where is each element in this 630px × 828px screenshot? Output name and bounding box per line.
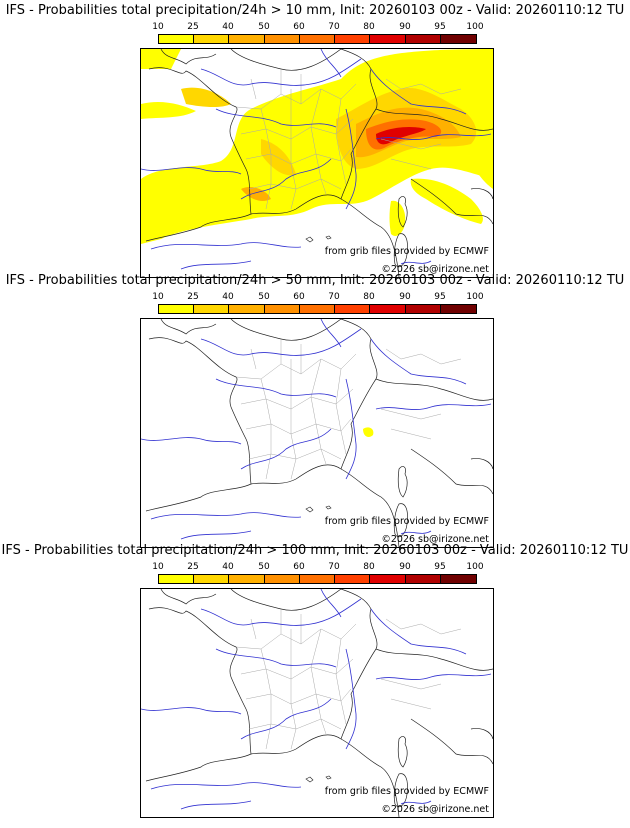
tick-label: 40	[222, 22, 234, 32]
colorbar-segment	[194, 305, 229, 313]
copyright-credit: ©2026 sb@irizone.net	[381, 264, 489, 275]
map-svg	[141, 319, 493, 547]
colorbar-segment	[159, 575, 194, 583]
tick-label: 40	[222, 292, 234, 302]
tick-label: 40	[222, 562, 234, 572]
map-panel-10mm: IFS - Probabilities total precipitation/…	[0, 0, 630, 278]
tick-label: 25	[187, 22, 199, 32]
colorbar-segment	[300, 575, 335, 583]
colorbar-segment	[159, 305, 194, 313]
tick-label: 90	[399, 22, 411, 32]
tick-label: 100	[466, 22, 484, 32]
tick-label: 50	[258, 22, 270, 32]
map-panel-50mm: IFS - Probabilities total precipitation/…	[0, 270, 630, 548]
colorbar-segment	[406, 575, 441, 583]
probability-map: from grib files provided by ECMWF ©2026 …	[140, 588, 494, 818]
colorbar-tick-labels: 10 25 40 50 60 70 80 90 95 100	[152, 562, 483, 572]
colorbar-segment	[406, 305, 441, 313]
tick-label: 60	[293, 562, 305, 572]
copyright-credit: ©2026 sb@irizone.net	[381, 534, 489, 545]
tick-label: 25	[187, 292, 199, 302]
probability-map: from grib files provided by ECMWF ©2026 …	[140, 318, 494, 548]
precip-shading	[141, 49, 493, 244]
colorbar-segment	[441, 575, 476, 583]
tick-label: 70	[328, 562, 340, 572]
panel-title: IFS - Probabilities total precipitation/…	[1, 543, 629, 558]
colorbar-segment	[229, 575, 265, 583]
tick-label: 80	[363, 22, 375, 32]
tick-label: 70	[328, 292, 340, 302]
tick-label: 70	[328, 22, 340, 32]
copyright-credit: ©2026 sb@irizone.net	[381, 804, 489, 815]
colorbar-segment	[370, 35, 406, 43]
colorbar-tick-labels: 10 25 40 50 60 70 80 90 95 100	[152, 22, 483, 32]
source-credit: from grib files provided by ECMWF	[324, 516, 489, 527]
map-svg	[141, 589, 493, 817]
tick-label: 100	[466, 562, 484, 572]
colorbar-segment	[265, 35, 300, 43]
tick-label: 80	[363, 292, 375, 302]
colorbar-segment	[370, 575, 406, 583]
precip-shading	[363, 427, 374, 437]
tick-label: 95	[434, 292, 446, 302]
map-panel-100mm: IFS - Probabilities total precipitation/…	[0, 540, 630, 818]
colorbar	[158, 574, 477, 584]
panel-title: IFS - Probabilities total precipitation/…	[5, 273, 625, 288]
colorbar	[158, 304, 477, 314]
tick-label: 50	[258, 292, 270, 302]
tick-label: 60	[293, 22, 305, 32]
colorbar-tick-labels: 10 25 40 50 60 70 80 90 95 100	[152, 292, 483, 302]
colorbar-segment	[406, 35, 441, 43]
colorbar-segment	[194, 575, 229, 583]
colorbar-segment	[265, 305, 300, 313]
map-svg	[141, 49, 493, 277]
panel-title: IFS - Probabilities total precipitation/…	[5, 3, 625, 18]
tick-label: 10	[152, 292, 164, 302]
tick-label: 95	[434, 562, 446, 572]
colorbar	[158, 34, 477, 44]
colorbar-segment	[229, 35, 265, 43]
source-credit: from grib files provided by ECMWF	[324, 786, 489, 797]
colorbar-segment	[335, 35, 370, 43]
tick-label: 80	[363, 562, 375, 572]
tick-label: 90	[399, 292, 411, 302]
tick-label: 25	[187, 562, 199, 572]
tick-label: 10	[152, 562, 164, 572]
colorbar-segment	[265, 575, 300, 583]
colorbar-segment	[441, 305, 476, 313]
colorbar-segment	[159, 35, 194, 43]
colorbar-segment	[300, 305, 335, 313]
tick-label: 90	[399, 562, 411, 572]
tick-label: 10	[152, 22, 164, 32]
colorbar-segment	[335, 575, 370, 583]
colorbar-segment	[300, 35, 335, 43]
tick-label: 95	[434, 22, 446, 32]
tick-label: 60	[293, 292, 305, 302]
colorbar-segment	[335, 305, 370, 313]
tick-label: 100	[466, 292, 484, 302]
colorbar-segment	[370, 305, 406, 313]
colorbar-segment	[441, 35, 476, 43]
colorbar-segment	[194, 35, 229, 43]
colorbar-segment	[229, 305, 265, 313]
source-credit: from grib files provided by ECMWF	[324, 246, 489, 257]
probability-map: from grib files provided by ECMWF ©2026 …	[140, 48, 494, 278]
tick-label: 50	[258, 562, 270, 572]
